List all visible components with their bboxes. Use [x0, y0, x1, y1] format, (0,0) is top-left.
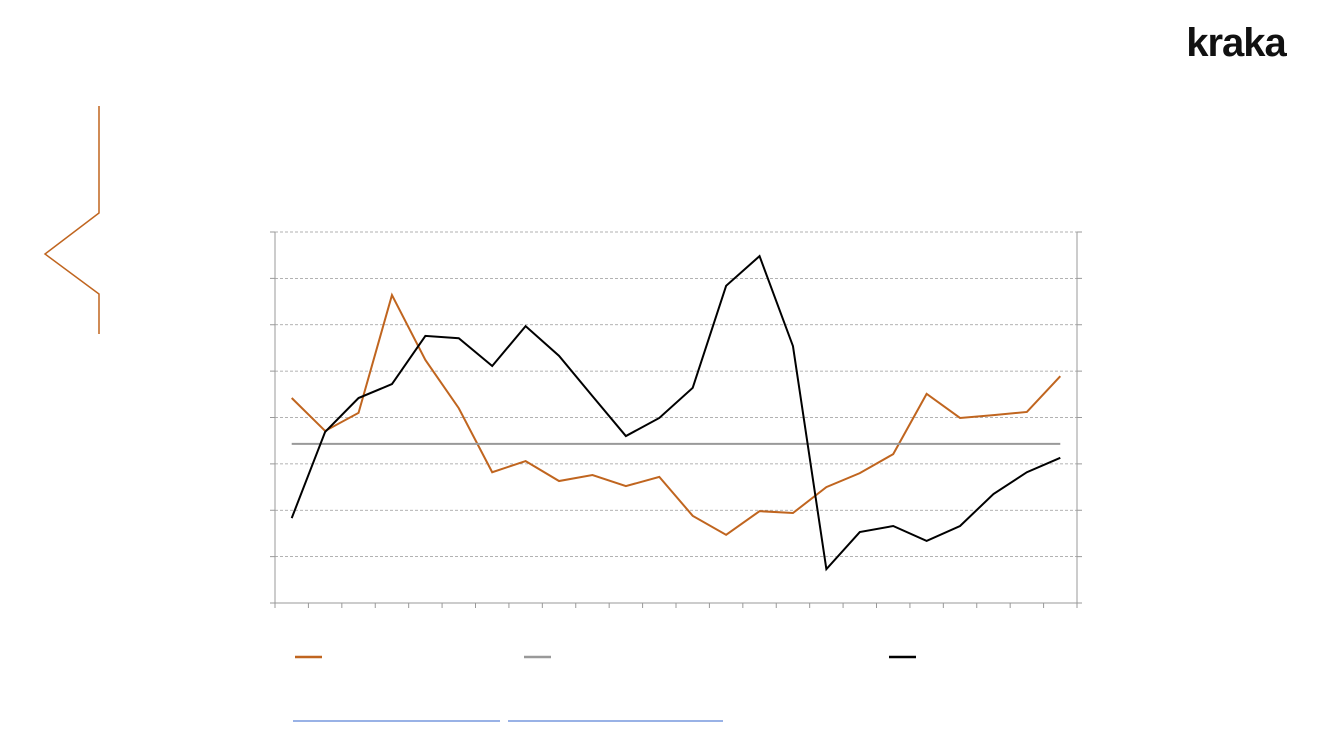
decoration	[43, 106, 100, 334]
series-line	[291, 292, 1062, 537]
series-line	[290, 254, 1061, 572]
plot	[270, 231, 1082, 608]
logo: kraka	[1186, 21, 1287, 65]
